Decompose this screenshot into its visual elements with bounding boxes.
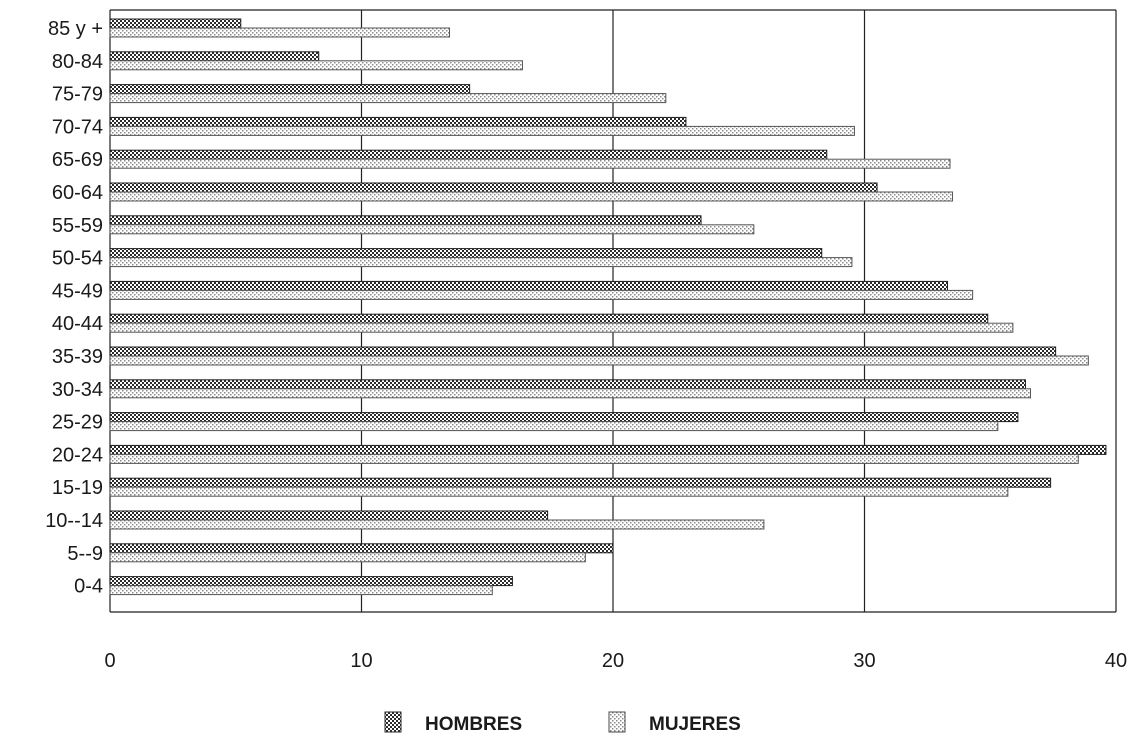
x-tick-label: 0 <box>104 650 115 672</box>
bar-mujeres <box>109 289 974 300</box>
bar-hombres <box>109 116 687 127</box>
bar-hombres <box>109 543 614 554</box>
category-label: 0-4 <box>74 576 103 598</box>
bar-mujeres <box>109 322 1014 333</box>
category-label: 50-54 <box>52 248 103 270</box>
x-tick-label: 20 <box>602 650 624 672</box>
bars <box>109 18 1107 596</box>
category-label: 85 y + <box>48 18 103 40</box>
bar-hombres <box>109 313 989 324</box>
category-label: 55-59 <box>52 215 103 237</box>
bar-mujeres <box>109 486 1009 497</box>
bar-mujeres <box>109 93 667 104</box>
category-label: 75-79 <box>52 84 103 106</box>
category-label: 80-84 <box>52 51 103 73</box>
category-label: 20-24 <box>52 444 103 466</box>
bar-hombres <box>109 477 1052 488</box>
bar-mujeres <box>109 125 855 136</box>
bar-mujeres <box>109 421 999 432</box>
category-label: 15-19 <box>52 477 103 499</box>
bar-hombres <box>109 346 1057 357</box>
bar-mujeres <box>109 355 1089 366</box>
bar-hombres <box>109 84 471 95</box>
bar-mujeres <box>109 27 451 38</box>
bar-hombres <box>109 149 828 160</box>
bar-hombres <box>109 412 1019 423</box>
category-label: 45-49 <box>52 280 103 302</box>
legend-label-hombres: HOMBRES <box>425 714 522 735</box>
bar-mujeres <box>109 60 523 71</box>
category-labels: 85 y + 80-84 75-79 70-74 65-69 60-64 55-59 50-5… <box>45 18 103 598</box>
category-label: 30-34 <box>52 379 103 401</box>
bar-mujeres <box>109 519 765 530</box>
x-tick-labels: 0 10 20 30 40 <box>104 650 1127 672</box>
bar-mujeres <box>109 585 493 596</box>
legend-swatch-hombres <box>384 711 402 733</box>
category-label: 65-69 <box>52 149 103 171</box>
bar-mujeres <box>109 158 951 169</box>
legend-swatch-mujeres <box>608 711 626 733</box>
bar-hombres <box>109 280 948 291</box>
x-tick-label: 30 <box>853 650 875 672</box>
x-tick-label: 40 <box>1105 650 1127 672</box>
bar-hombres <box>109 248 823 259</box>
category-label: 60-64 <box>52 182 103 204</box>
bar-hombres <box>109 51 320 62</box>
bar-mujeres <box>109 257 853 268</box>
category-label: 5--9 <box>67 543 103 565</box>
bar-mujeres <box>109 453 1079 464</box>
bar-mujeres <box>109 191 954 202</box>
bar-hombres <box>109 215 702 226</box>
bar-mujeres <box>109 388 1031 399</box>
bar-hombres <box>109 182 878 193</box>
category-label: 70-74 <box>52 116 103 138</box>
bar-mujeres <box>109 552 586 563</box>
bar-hombres <box>109 379 1026 390</box>
grid <box>109 9 1117 613</box>
legend: HOMBRES MUJERES <box>384 711 741 735</box>
bar-hombres <box>109 510 549 521</box>
bar-hombres <box>109 576 513 587</box>
legend-label-mujeres: MUJERES <box>649 714 741 735</box>
category-label: 25-29 <box>52 412 103 434</box>
bar-hombres <box>109 444 1107 455</box>
bar-mujeres <box>109 224 755 235</box>
x-tick-label: 10 <box>350 650 372 672</box>
bar-hombres <box>109 18 242 29</box>
category-label: 35-39 <box>52 346 103 368</box>
category-label: 40-44 <box>52 313 103 335</box>
category-label: 10--14 <box>45 510 103 532</box>
